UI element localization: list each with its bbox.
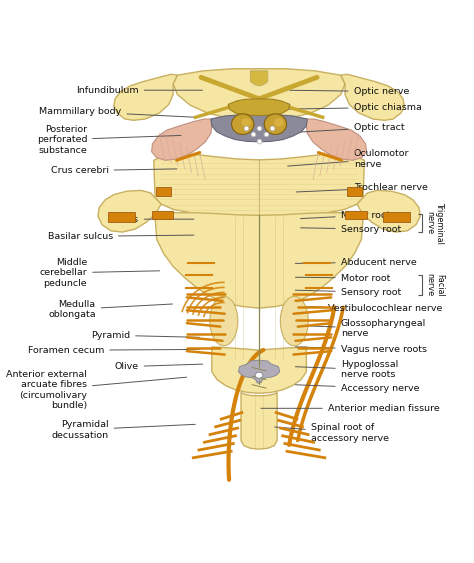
Text: Middle
cerebellar
peduncle: Middle cerebellar peduncle <box>39 258 160 288</box>
Polygon shape <box>98 190 161 232</box>
Ellipse shape <box>232 114 254 135</box>
Text: Mammillary body: Mammillary body <box>39 107 194 117</box>
Text: Crus cerebri: Crus cerebri <box>51 166 177 175</box>
Text: Motor root: Motor root <box>295 274 390 283</box>
Text: Sensory root: Sensory root <box>295 288 401 297</box>
Polygon shape <box>306 119 366 160</box>
Text: Optic tract: Optic tract <box>281 123 404 133</box>
Polygon shape <box>250 71 268 86</box>
Polygon shape <box>228 99 290 115</box>
Text: Accessory nerve: Accessory nerve <box>295 383 419 392</box>
Text: Pyramidal
decussation: Pyramidal decussation <box>52 420 195 440</box>
Text: Pons: Pons <box>117 215 194 224</box>
Text: Vestibulocochlear nerve: Vestibulocochlear nerve <box>295 303 442 312</box>
Polygon shape <box>156 187 172 195</box>
Text: Olive: Olive <box>115 362 202 371</box>
Polygon shape <box>241 392 277 449</box>
Text: Optic nerve: Optic nerve <box>290 87 409 96</box>
Text: Glossopharyngeal
nerve: Glossopharyngeal nerve <box>295 319 426 338</box>
Ellipse shape <box>241 118 251 127</box>
Text: Facial
nerve: Facial nerve <box>425 274 445 297</box>
Text: Sensory root: Sensory root <box>301 225 401 234</box>
Text: Trigeminal
nerve: Trigeminal nerve <box>425 202 445 244</box>
Polygon shape <box>347 187 362 195</box>
Text: Optic chiasma: Optic chiasma <box>262 103 421 112</box>
Ellipse shape <box>210 296 238 346</box>
Polygon shape <box>108 212 135 222</box>
Text: Hypoglossal
nerve roots: Hypoglossal nerve roots <box>295 360 398 379</box>
Text: Posterior
perforated
substance: Posterior perforated substance <box>36 125 181 155</box>
Text: Medulla
oblongata: Medulla oblongata <box>48 300 173 319</box>
Text: Motor root: Motor root <box>301 211 390 220</box>
Polygon shape <box>173 69 345 119</box>
Text: Abducent nerve: Abducent nerve <box>295 258 417 267</box>
Polygon shape <box>211 115 307 142</box>
Ellipse shape <box>255 372 263 378</box>
Polygon shape <box>114 74 177 120</box>
Text: Trochlear nerve: Trochlear nerve <box>296 184 428 193</box>
Polygon shape <box>152 119 212 160</box>
Text: Spinal root of
accessory nerve: Spinal root of accessory nerve <box>275 423 389 443</box>
Text: Anterior median fissure: Anterior median fissure <box>261 404 439 413</box>
Polygon shape <box>345 211 366 219</box>
Polygon shape <box>154 155 365 217</box>
Text: Pyramid: Pyramid <box>91 330 200 339</box>
Text: Oculomotor
nerve: Oculomotor nerve <box>288 149 409 169</box>
Text: Vagus nerve roots: Vagus nerve roots <box>295 345 427 354</box>
Polygon shape <box>357 190 420 232</box>
Polygon shape <box>238 360 280 383</box>
Polygon shape <box>341 74 404 120</box>
Polygon shape <box>212 347 306 394</box>
Polygon shape <box>155 213 363 308</box>
Text: Infundibulum: Infundibulum <box>76 86 202 95</box>
Ellipse shape <box>264 114 287 135</box>
Ellipse shape <box>280 296 308 346</box>
Polygon shape <box>383 212 410 222</box>
Text: Basilar sulcus: Basilar sulcus <box>48 232 194 241</box>
Polygon shape <box>152 211 173 219</box>
Text: Anterior external
arcuate fibres
(circumolivary
bundle): Anterior external arcuate fibres (circum… <box>6 370 187 410</box>
Ellipse shape <box>274 118 283 127</box>
Text: Foramen cecum: Foramen cecum <box>28 346 200 355</box>
